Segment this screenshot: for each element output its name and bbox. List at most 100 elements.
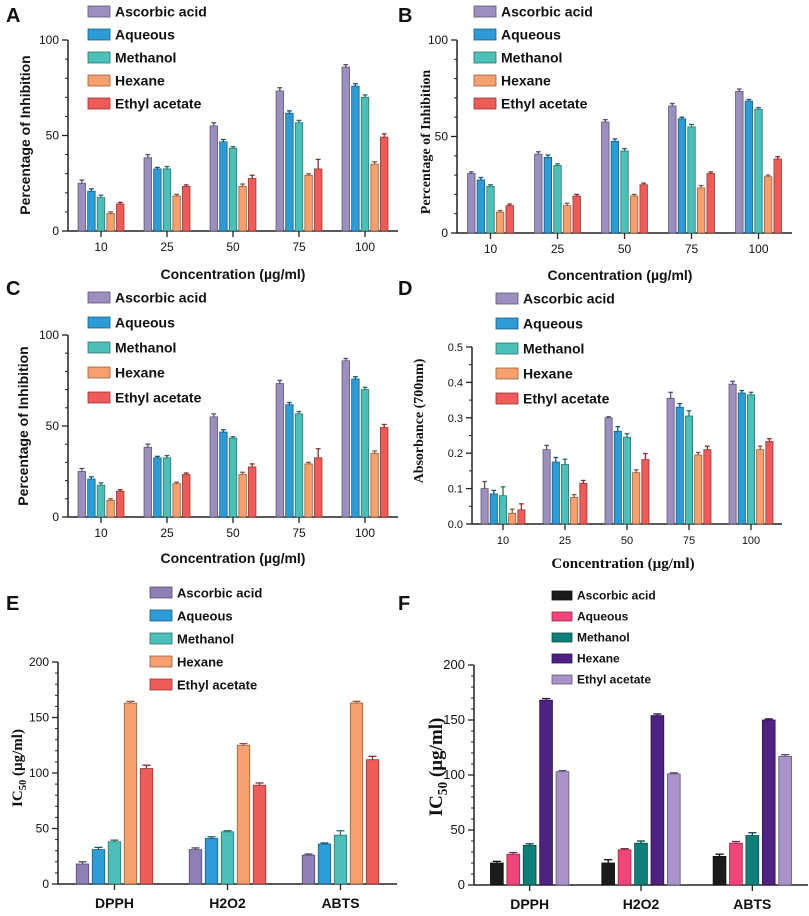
chart-panel-b: B 0 50 100 10 25 50 75 100 Concentration (µg/ml) P… xyxy=(398,4,792,283)
bar-ascorbic-acid-25 xyxy=(542,449,551,525)
bar-ascorbic-acid-abts xyxy=(301,854,316,885)
panel-label: D xyxy=(398,278,412,300)
bar-ethyl-acetate-100 xyxy=(773,158,782,234)
legend: Ascorbic acid Aqueous Methanol Hexane Ethyl … xyxy=(473,4,593,112)
x-tick-label: ABTS xyxy=(321,895,359,911)
legend-swatch-hexane xyxy=(551,653,573,664)
y-tick-label: 50 xyxy=(46,419,60,433)
legend-label: Aqueous xyxy=(115,315,175,331)
bar-methanol-75 xyxy=(687,126,696,234)
bar-hexane-abts xyxy=(761,719,776,886)
bar-methanol-dpph xyxy=(522,845,537,886)
bar-hexane-75 xyxy=(304,463,313,518)
chart-panel-c: C 0 50 100 10 25 50 75 100 Concentration (µg/ml) P… xyxy=(6,278,398,566)
bar-hexane-25 xyxy=(562,205,572,234)
x-tick-label: 75 xyxy=(685,242,699,256)
bar-ascorbic-acid-abts xyxy=(712,856,727,886)
x-tick-label: 75 xyxy=(683,535,695,547)
legend-swatch-ascorbic-acid xyxy=(495,292,519,305)
x-axis-label: Concentration (µg/ml) xyxy=(551,556,694,572)
bar-hexane-25 xyxy=(570,497,579,525)
y-tick-label: 200 xyxy=(443,657,465,672)
x-tick-label: ABTS xyxy=(733,896,771,912)
bar-hexane-h2o2 xyxy=(650,715,665,886)
bar-methanol-100 xyxy=(747,394,755,525)
bar-ethyl-acetate-dpph xyxy=(555,771,570,886)
legend-swatch-hexane xyxy=(87,74,111,87)
bar-aqueous-dpph xyxy=(506,853,521,886)
legend-swatch-ethyl-acetate xyxy=(473,97,497,110)
bar-hexane-100 xyxy=(370,163,379,232)
y-tick-label: 100 xyxy=(39,33,59,47)
legend-swatch-ethyl-acetate xyxy=(149,678,173,691)
bar-hexane-50 xyxy=(632,472,641,525)
legend-swatch-methanol xyxy=(87,341,111,354)
x-tick-label: 100 xyxy=(742,535,760,547)
bar-ascorbic-acid-10 xyxy=(77,182,86,232)
bar-methanol-50 xyxy=(623,436,631,525)
legend-label: Ethyl acetate xyxy=(177,678,257,693)
bar-hexane-dpph xyxy=(539,699,553,886)
bar-aqueous-h2o2 xyxy=(204,838,219,885)
bar-hexane-10 xyxy=(106,499,115,518)
bar-ethyl-acetate-50 xyxy=(641,459,650,525)
bar-ascorbic-acid-dpph xyxy=(490,862,504,886)
y-tick-label: 50 xyxy=(435,130,449,144)
x-tick-label: 50 xyxy=(226,526,240,540)
bar-ethyl-acetate-75 xyxy=(706,173,715,234)
bar-aqueous-100 xyxy=(737,392,746,525)
bar-methanol-25 xyxy=(162,457,172,518)
bar-hexane-dpph xyxy=(123,702,138,885)
bar-aqueous-75 xyxy=(285,112,294,232)
panel-label: B xyxy=(398,5,412,27)
legend-label: Aqueous xyxy=(523,316,583,332)
legend-swatch-ethyl-acetate xyxy=(551,674,573,685)
legend-swatch-aqueous xyxy=(87,316,111,329)
bar-ethyl-acetate-dpph xyxy=(139,768,154,885)
y-tick-label: 0.2 xyxy=(448,448,463,460)
legend-label: Hexane xyxy=(115,365,165,381)
chart-panel-a: A 0 50 100 10 25 50 75 100 Concentration (µg/ml) P… xyxy=(6,4,398,282)
bar-ethyl-acetate-10 xyxy=(505,205,514,234)
bar-aqueous-25 xyxy=(543,157,553,234)
bar-aqueous-100 xyxy=(351,85,360,232)
bar-aqueous-75 xyxy=(677,118,687,234)
panel-label: C xyxy=(6,278,20,300)
legend-swatch-ethyl-acetate xyxy=(87,391,111,404)
bar-aqueous-10 xyxy=(87,478,96,518)
legend-label: Hexane xyxy=(177,655,223,670)
bar-ethyl-acetate-75 xyxy=(314,168,323,232)
legend: Ascorbic acid Aqueous Methanol Hexane Ethyl … xyxy=(551,589,656,687)
bar-ascorbic-acid-h2o2 xyxy=(188,849,203,885)
y-axis-label: Absorbance (700nm) xyxy=(412,358,427,483)
bar-hexane-25 xyxy=(172,195,181,232)
bar-methanol-h2o2 xyxy=(634,842,648,886)
bar-methanol-100 xyxy=(754,108,763,234)
legend-swatch-aqueous xyxy=(495,317,519,330)
bar-aqueous-50 xyxy=(219,141,228,232)
x-axis-label: Concentration (µg/ml) xyxy=(161,266,306,282)
x-tick-label: 75 xyxy=(292,526,306,540)
legend-label: Hexane xyxy=(115,73,165,89)
x-tick-label: 10 xyxy=(94,526,108,540)
bar-methanol-50 xyxy=(620,150,629,234)
bar-hexane-100 xyxy=(763,176,773,234)
bar-ascorbic-acid-100 xyxy=(728,383,737,525)
bar-aqueous-25 xyxy=(153,457,162,518)
x-tick-label: H2O2 xyxy=(623,896,660,912)
bar-hexane-10 xyxy=(106,213,115,232)
x-tick-label: 10 xyxy=(94,240,108,254)
legend-label: Ethyl acetate xyxy=(501,96,588,112)
bar-hexane-50 xyxy=(629,195,639,234)
bar-aqueous-50 xyxy=(610,140,620,234)
legend-label: Ethyl acetate xyxy=(115,96,202,112)
chart-panel-f: F 0 50 100 150 200 DPPH H2O2 ABTS IC50 (µg/ml) Asc… xyxy=(398,589,808,912)
bar-ethyl-acetate-100 xyxy=(765,441,774,525)
legend-swatch-aqueous xyxy=(473,28,497,41)
legend: Ascorbic acid Aqueous Methanol Hexane Ethyl … xyxy=(87,4,207,112)
bar-ascorbic-acid-h2o2 xyxy=(601,862,615,886)
bar-ascorbic-acid-10 xyxy=(480,488,489,525)
bar-aqueous-10 xyxy=(87,190,96,232)
bar-hexane-100 xyxy=(756,449,765,525)
legend-label: Hexane xyxy=(501,73,551,89)
